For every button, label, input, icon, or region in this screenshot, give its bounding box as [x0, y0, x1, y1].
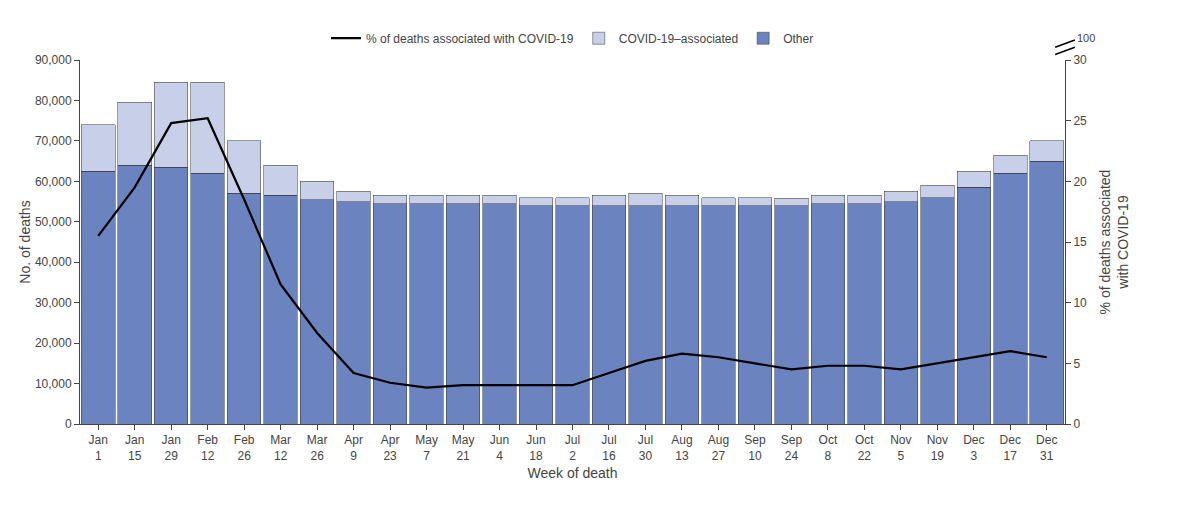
svg-text:20: 20	[1073, 175, 1087, 189]
svg-text:Jan15: Jan15	[125, 433, 144, 463]
svg-text:Oct22: Oct22	[855, 433, 874, 463]
svg-text:90,000: 90,000	[35, 53, 72, 67]
svg-text:Dec31: Dec31	[1036, 433, 1057, 463]
svg-text:Jan29: Jan29	[162, 433, 181, 463]
svg-text:25: 25	[1073, 114, 1087, 128]
svg-text:Other: Other	[783, 32, 813, 46]
svg-text:Jul2: Jul2	[565, 433, 580, 463]
svg-text:40,000: 40,000	[35, 255, 72, 269]
svg-text:Jun4: Jun4	[490, 433, 509, 463]
svg-text:May21: May21	[452, 433, 475, 463]
svg-text:Sep10: Sep10	[744, 433, 766, 463]
svg-text:Mar26: Mar26	[307, 433, 328, 463]
svg-text:Apr9: Apr9	[344, 433, 363, 463]
svg-text:20,000: 20,000	[35, 336, 72, 350]
svg-text:Oct8: Oct8	[819, 433, 838, 463]
svg-text:May7: May7	[415, 433, 438, 463]
svg-text:Dec17: Dec17	[1000, 433, 1021, 463]
svg-text:0: 0	[1073, 417, 1080, 431]
svg-text:10: 10	[1073, 296, 1087, 310]
svg-text:Aug13: Aug13	[671, 433, 692, 463]
svg-text:% of deaths associated with CO: % of deaths associated with COVID-19	[366, 32, 574, 46]
svg-text:Feb26: Feb26	[234, 433, 255, 463]
svg-text:30,000: 30,000	[35, 296, 72, 310]
svg-text:Jun18: Jun18	[526, 433, 545, 463]
svg-text:10,000: 10,000	[35, 377, 72, 391]
svg-text:Jan1: Jan1	[89, 433, 108, 463]
svg-text:Mar12: Mar12	[270, 433, 291, 463]
svg-text:15: 15	[1073, 235, 1087, 249]
svg-text:Nov19: Nov19	[927, 433, 948, 463]
svg-text:100: 100	[1077, 32, 1095, 44]
svg-text:80,000: 80,000	[35, 94, 72, 108]
svg-text:No. of deaths: No. of deaths	[17, 200, 33, 283]
svg-text:Jul30: Jul30	[638, 433, 653, 463]
svg-text:Nov5: Nov5	[890, 433, 911, 463]
svg-text:30: 30	[1073, 53, 1087, 67]
svg-text:0: 0	[65, 417, 72, 431]
svg-text:50,000: 50,000	[35, 215, 72, 229]
svg-text:COVID-19–associated: COVID-19–associated	[619, 32, 738, 46]
svg-text:Dec3: Dec3	[963, 433, 984, 463]
svg-text:70,000: 70,000	[35, 134, 72, 148]
svg-text:60,000: 60,000	[35, 175, 72, 189]
svg-text:Sep24: Sep24	[781, 433, 803, 463]
svg-text:% of deaths associatedwith COV: % of deaths associatedwith COVID-19	[1097, 170, 1131, 315]
svg-text:Feb12: Feb12	[197, 433, 218, 463]
svg-text:Apr23: Apr23	[381, 433, 400, 463]
svg-text:Jul16: Jul16	[601, 433, 616, 463]
svg-text:Aug27: Aug27	[708, 433, 729, 463]
svg-text:5: 5	[1073, 357, 1080, 371]
svg-text:Week of death: Week of death	[527, 465, 617, 481]
